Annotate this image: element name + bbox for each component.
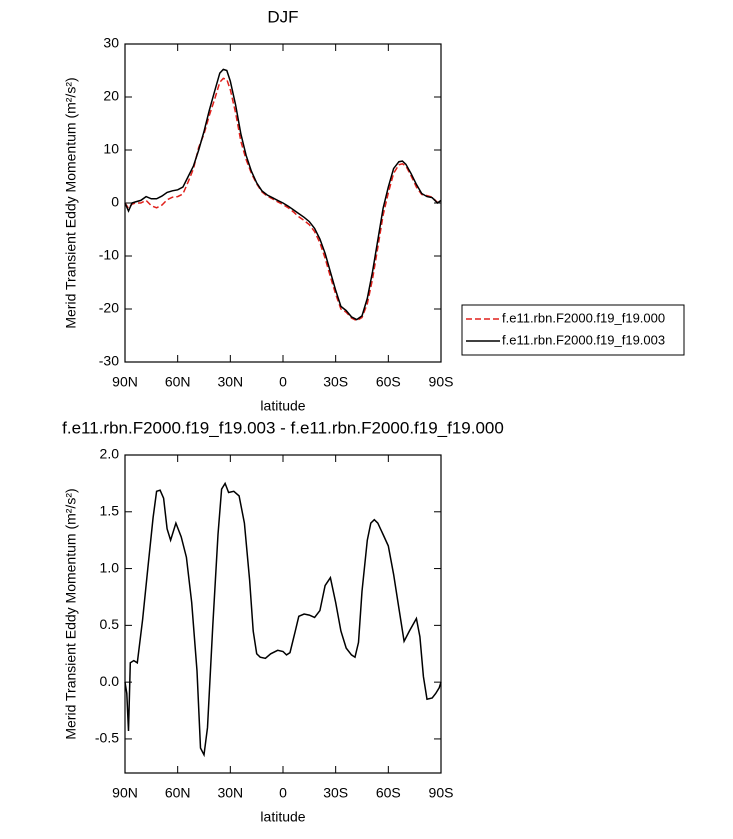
y-tick-label: 0: [111, 194, 119, 210]
x-tick-label: 0: [279, 374, 287, 390]
y-tick-label: 2.0: [100, 446, 120, 462]
y-tick-label: -0.5: [95, 730, 119, 746]
x-tick-label: 60N: [165, 374, 191, 390]
y-tick-label: 30: [103, 35, 119, 51]
x-axis-label: latitude: [260, 398, 305, 414]
y-tick-label: -10: [99, 247, 119, 263]
x-tick-label: 90S: [429, 374, 454, 390]
x-tick-label: 90S: [429, 785, 454, 801]
y-tick-label: 20: [103, 88, 119, 104]
y-tick-label: 0.5: [100, 616, 120, 632]
y-axis-label: Merid Transient Eddy Momentum (m²/s²): [63, 77, 79, 328]
x-tick-label: 60S: [376, 374, 401, 390]
plot-frame: [124, 43, 442, 363]
x-axis-label: latitude: [260, 809, 305, 825]
plot-frame: [124, 454, 442, 774]
x-tick-label: 30N: [217, 374, 243, 390]
chart-title: DJF: [267, 7, 298, 26]
data-line: [124, 68, 442, 321]
y-tick-label: 1.0: [100, 559, 120, 575]
legend-frame: [461, 304, 685, 356]
y-axis-label: Merid Transient Eddy Momentum (m²/s²): [63, 488, 79, 739]
x-tick-label: 90N: [112, 785, 138, 801]
data-line: [124, 481, 442, 758]
x-tick-label: 0: [279, 785, 287, 801]
x-tick-label: 30N: [217, 785, 243, 801]
data-line: [124, 77, 442, 322]
y-tick-label: 0.0: [100, 673, 120, 689]
chart-title: f.e11.rbn.F2000.f19_f19.003 - f.e11.rbn.…: [62, 418, 504, 437]
chart: f.e11.rbn.F2000.f19_f19.003 - f.e11.rbn.…: [62, 418, 504, 824]
y-tick-label: -20: [99, 300, 119, 316]
x-tick-label: 90N: [112, 374, 138, 390]
y-tick-label: 10: [103, 141, 119, 157]
chart: DJF latitude Merid Transient Eddy Momentum…: [63, 7, 685, 414]
x-tick-label: 30S: [323, 374, 348, 390]
legend-label: f.e11.rbn.F2000.f19_f19.000: [502, 310, 665, 325]
x-tick-label: 60N: [165, 785, 191, 801]
x-tick-label: 60S: [376, 785, 401, 801]
x-tick-label: 30S: [323, 785, 348, 801]
legend-label: f.e11.rbn.F2000.f19_f19.003: [502, 332, 665, 347]
y-tick-label: 1.5: [100, 502, 120, 518]
y-tick-label: -30: [99, 353, 119, 369]
